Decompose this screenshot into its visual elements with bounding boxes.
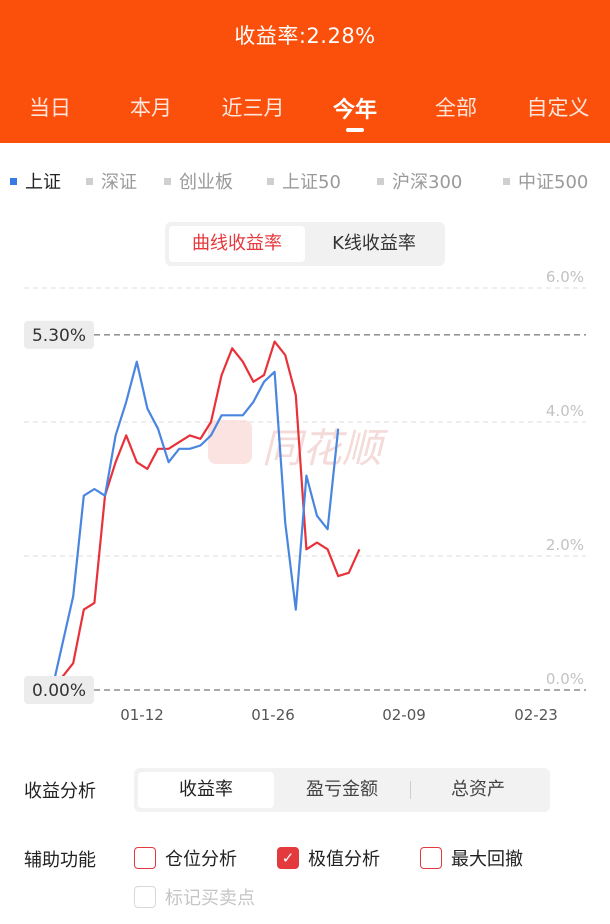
active-tab-indicator <box>346 128 364 132</box>
range-tabs: 当日 本月 近三月 今年 全部 自定义 <box>0 92 610 132</box>
chart-y-labels: 6.0% 4.0% 2.0% 0.0% <box>546 268 584 688</box>
index-label: 中证500 <box>518 172 589 193</box>
max-marker-box <box>24 320 94 349</box>
watermark-logo-icon <box>208 420 252 464</box>
tab-this-year[interactable]: 今年 <box>332 98 377 123</box>
checkmark-icon: ✓ <box>277 847 299 869</box>
y-tick-label: 2.0% <box>546 536 584 554</box>
x-tick-label: 02-23 <box>514 706 558 724</box>
index-csi500[interactable]: 中证500 <box>503 166 588 196</box>
index-label: 创业板 <box>179 172 233 193</box>
curve-return-button[interactable]: 曲线收益率 <box>169 226 305 262</box>
max-marker-label: 5.30% <box>32 326 86 346</box>
series-line-0 <box>51 340 361 691</box>
chart-series <box>50 340 361 691</box>
index-selector: 上证 深证 创业板 上证50 沪深300 中证500 <box>0 166 610 196</box>
watermark: 同花顺 <box>208 420 389 472</box>
chart-markers: 5.30% 0.00% <box>24 320 94 704</box>
min-marker-box <box>24 676 94 704</box>
series-line-1 <box>50 360 340 691</box>
analysis-return-rate[interactable]: 收益率 <box>138 772 274 808</box>
square-icon <box>10 177 17 185</box>
index-label: 深证 <box>101 172 137 193</box>
index-label: 沪深300 <box>392 172 463 193</box>
index-csi300[interactable]: 沪深300 <box>377 166 462 196</box>
return-rate-title: 收益率:2.28% <box>234 24 376 48</box>
checkbox-label: 仓位分析 <box>165 849 237 870</box>
return-chart: 同花顺 5.30% 0.00% 01-12 01-26 02-09 02-23 6.0%… <box>24 268 586 724</box>
watermark-text: 同花顺 <box>262 426 389 472</box>
aux-label: 辅助功能 <box>24 850 96 871</box>
analysis-profit-amount[interactable]: 盈亏金额 <box>306 779 378 800</box>
index-shanghai[interactable]: 上证 <box>10 166 61 196</box>
index-sse50[interactable]: 上证50 <box>267 166 341 196</box>
checkbox-label: 最大回撤 <box>451 849 523 870</box>
analysis-segment: 收益率 盈亏金额 总资产 <box>134 768 550 812</box>
extreme-value-checkbox[interactable]: ✓ 极值分析 <box>277 845 380 871</box>
tab-custom[interactable]: 自定义 <box>526 96 590 120</box>
square-icon <box>267 177 274 185</box>
square-icon <box>503 177 510 185</box>
checkbox-label: 标记买卖点 <box>165 888 255 909</box>
tab-last-three-months[interactable]: 近三月 <box>221 96 285 120</box>
square-icon <box>377 177 384 185</box>
x-tick-label: 02-09 <box>382 706 426 724</box>
max-drawdown-checkbox[interactable]: 最大回撤 <box>420 845 523 871</box>
tab-all[interactable]: 全部 <box>435 96 477 120</box>
chart-mode-toggle: 曲线收益率 K线收益率 <box>165 222 445 266</box>
index-label: 上证 <box>25 172 61 193</box>
square-icon <box>86 177 93 185</box>
index-chinext[interactable]: 创业板 <box>164 166 233 196</box>
position-analysis-checkbox[interactable]: 仓位分析 <box>134 845 237 871</box>
segment-divider <box>410 781 411 799</box>
chart-x-labels: 01-12 01-26 02-09 02-23 <box>120 706 558 724</box>
x-tick-label: 01-12 <box>120 706 164 724</box>
checkbox-icon <box>134 886 156 908</box>
checkbox-icon <box>420 847 442 869</box>
tab-this-month[interactable]: 本月 <box>130 96 172 120</box>
tab-today[interactable]: 当日 <box>29 96 71 120</box>
chart-grid <box>24 287 586 691</box>
y-tick-label: 4.0% <box>546 402 584 420</box>
y-tick-label: 0.0% <box>546 670 584 688</box>
x-tick-label: 01-26 <box>251 706 295 724</box>
square-icon <box>164 177 171 185</box>
kline-return-button[interactable]: K线收益率 <box>332 233 416 254</box>
analysis-total-assets[interactable]: 总资产 <box>451 779 505 800</box>
min-marker-label: 0.00% <box>32 681 86 701</box>
index-shenzhen[interactable]: 深证 <box>86 166 137 196</box>
header: 收益率:2.28% 当日 本月 近三月 今年 全部 自定义 <box>0 0 610 143</box>
checkbox-label: 极值分析 <box>308 849 380 870</box>
mark-trade-points-checkbox[interactable]: 标记买卖点 <box>134 884 255 910</box>
checkbox-icon <box>134 847 156 869</box>
y-tick-label: 6.0% <box>546 268 584 286</box>
index-label: 上证50 <box>282 172 341 193</box>
analysis-label: 收益分析 <box>24 781 96 802</box>
